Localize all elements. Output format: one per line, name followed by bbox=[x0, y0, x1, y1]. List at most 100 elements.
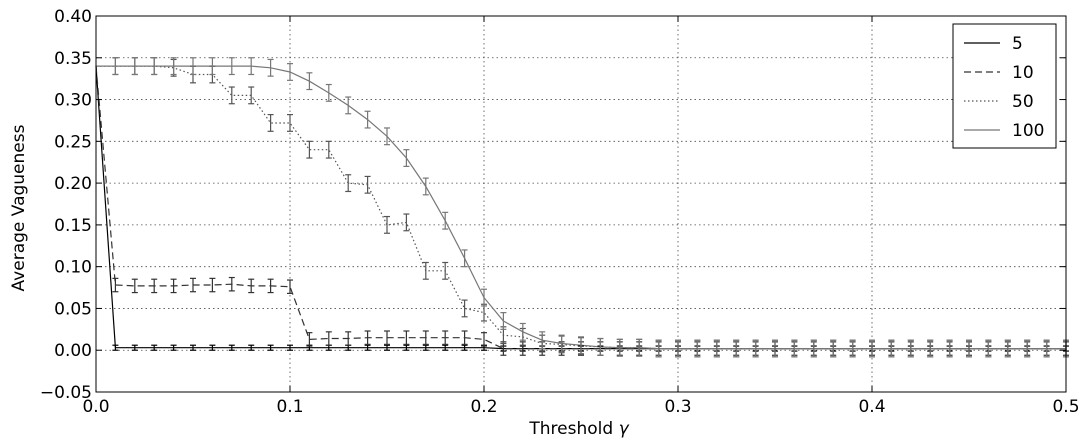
error-bar-100 bbox=[325, 83, 332, 102]
error-bar-5 bbox=[112, 344, 119, 351]
error-bar-100 bbox=[306, 72, 313, 91]
error-bar-100 bbox=[849, 339, 856, 358]
error-bar-10 bbox=[209, 277, 216, 293]
error-bar-100 bbox=[461, 249, 468, 268]
x-tick-label: 0.0 bbox=[82, 397, 109, 417]
error-bar-10 bbox=[131, 278, 138, 294]
series-line-10 bbox=[95, 66, 1066, 350]
error-bar-100 bbox=[810, 339, 817, 358]
error-bar-50 bbox=[422, 261, 429, 280]
error-bar-100 bbox=[927, 339, 934, 358]
error-bar-100 bbox=[675, 339, 681, 358]
error-bar-100 bbox=[481, 288, 487, 307]
error-bar-100 bbox=[733, 339, 740, 358]
error-bar-100 bbox=[112, 57, 119, 76]
error-bar-10 bbox=[481, 332, 487, 347]
error-bar-100 bbox=[694, 339, 701, 358]
error-bar-100 bbox=[655, 339, 662, 358]
error-bar-100 bbox=[772, 339, 778, 358]
error-bar-50 bbox=[325, 140, 332, 159]
error-bar-50 bbox=[248, 86, 255, 105]
error-bar-100 bbox=[888, 339, 895, 358]
x-tick-label: 0.4 bbox=[858, 397, 885, 417]
error-bar-100 bbox=[170, 57, 177, 76]
series-line-5 bbox=[95, 66, 1066, 350]
y-tick-label: 0.35 bbox=[54, 49, 92, 69]
error-bar-10 bbox=[170, 278, 177, 294]
error-bar-100 bbox=[500, 312, 507, 330]
error-bar-100 bbox=[131, 57, 138, 76]
error-bar-50 bbox=[306, 140, 313, 159]
legend-label-10: 10 bbox=[1012, 63, 1034, 83]
error-bar-50 bbox=[287, 113, 293, 132]
error-bar-5 bbox=[442, 344, 449, 351]
error-bar-100 bbox=[442, 211, 449, 230]
error-bar-100 bbox=[248, 57, 255, 76]
error-bar-5 bbox=[170, 344, 177, 351]
error-bar-10 bbox=[442, 330, 449, 345]
error-bar-10 bbox=[364, 330, 371, 345]
error-bar-100 bbox=[519, 322, 526, 341]
error-bar-100 bbox=[616, 338, 623, 357]
y-tick-label: 0.25 bbox=[54, 132, 92, 152]
error-bar-100 bbox=[1024, 339, 1031, 358]
error-bar-10 bbox=[287, 279, 293, 295]
error-bar-100 bbox=[422, 177, 429, 196]
legend: 5 10 50 100 bbox=[952, 23, 1057, 149]
y-axis-label: Average Vagueness bbox=[9, 124, 29, 291]
error-bar-10 bbox=[228, 276, 235, 292]
y-tick-label: 0.15 bbox=[54, 216, 92, 236]
x-axis-label: Threshold γ bbox=[528, 419, 629, 439]
error-bar-100 bbox=[791, 339, 798, 358]
plot-frame bbox=[95, 15, 1067, 393]
error-bar-50 bbox=[461, 299, 468, 318]
error-bar-100 bbox=[636, 338, 643, 357]
error-bar-50 bbox=[364, 175, 371, 194]
error-bar-100 bbox=[985, 339, 992, 358]
x-tick-label: 0.1 bbox=[276, 397, 303, 417]
error-bar-100 bbox=[946, 339, 953, 358]
error-bar-5 bbox=[267, 344, 274, 351]
error-bar-100 bbox=[345, 96, 352, 115]
error-bar-100 bbox=[558, 334, 565, 353]
series-lines bbox=[95, 65, 1066, 350]
y-tick-label: −0.05 bbox=[40, 383, 92, 403]
error-bar-50 bbox=[442, 261, 449, 280]
x-tick-labels: 0.0 0.1 0.2 0.3 0.4 0.5 bbox=[82, 397, 1079, 417]
error-bar-100 bbox=[151, 57, 158, 76]
error-bar-5 bbox=[364, 344, 371, 351]
x-tick-label: 0.5 bbox=[1052, 397, 1079, 417]
series-line-100 bbox=[96, 65, 1066, 350]
y-tick-label: 0.30 bbox=[54, 91, 92, 111]
error-bar-5 bbox=[228, 344, 235, 351]
y-tick-label: 0.10 bbox=[54, 258, 92, 278]
error-bar-50 bbox=[384, 215, 390, 234]
error-bar-100 bbox=[713, 339, 720, 358]
error-bar-5 bbox=[248, 344, 255, 351]
x-axis-label-text: Threshold bbox=[528, 419, 613, 439]
error-bar-50 bbox=[228, 86, 235, 105]
error-bar-10 bbox=[306, 332, 313, 347]
legend-label-50: 50 bbox=[1012, 92, 1034, 112]
error-bar-100 bbox=[539, 331, 546, 350]
error-bar-50 bbox=[403, 213, 410, 232]
error-bar-5 bbox=[151, 344, 158, 351]
error-bar-5 bbox=[461, 344, 468, 351]
error-bar-10 bbox=[112, 277, 119, 293]
error-bar-100 bbox=[190, 57, 196, 76]
error-bar-100 bbox=[209, 57, 216, 76]
error-bar-100 bbox=[364, 110, 371, 129]
error-bar-5 bbox=[403, 344, 410, 351]
error-bar-100 bbox=[384, 127, 390, 146]
error-bar-10 bbox=[325, 331, 332, 346]
legend-label-100: 100 bbox=[1012, 121, 1044, 141]
error-bar-50 bbox=[345, 174, 352, 193]
error-bar-10 bbox=[267, 278, 274, 294]
error-bar-10 bbox=[461, 330, 468, 345]
error-bar-50 bbox=[267, 113, 274, 132]
error-bar-100 bbox=[907, 339, 914, 358]
error-bar-100 bbox=[287, 63, 293, 81]
error-bar-100 bbox=[578, 336, 584, 355]
error-bar-10 bbox=[403, 330, 410, 345]
error-bar-5 bbox=[422, 344, 429, 351]
